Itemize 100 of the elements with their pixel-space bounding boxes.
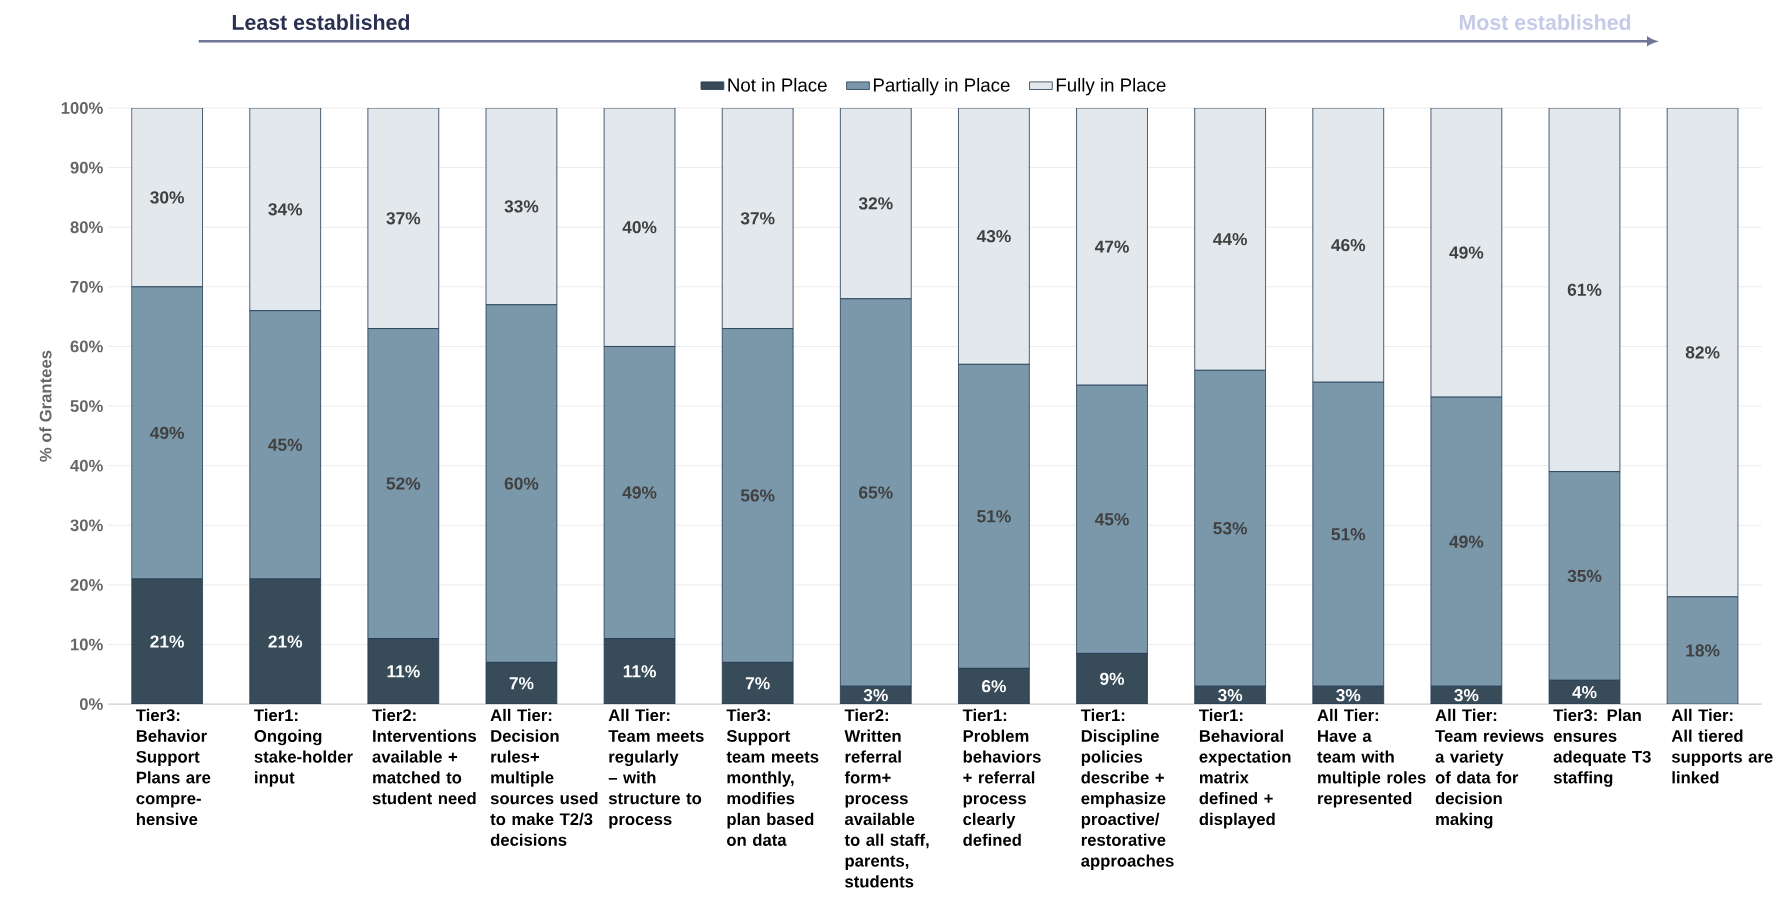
x-tick-label: All Tier: Team reviews a variety of data for decision making	[1435, 708, 1544, 829]
bar	[1194, 107, 1266, 371]
x-tick-label: Tier1: Behavioral expectation matrix defined + displayed	[1199, 708, 1291, 829]
y-axis-title: % of Grantees	[39, 350, 52, 462]
bar	[839, 298, 912, 687]
bar	[1666, 107, 1739, 597]
bar	[1430, 396, 1503, 687]
bar	[1666, 596, 1739, 704]
data-label: 37%	[386, 211, 421, 225]
data-label: 49%	[1449, 246, 1484, 259]
data-label: 3%	[1218, 688, 1243, 702]
data-label: 35%	[1567, 569, 1602, 582]
x-tick-label: Tier1: Problem behaviors + referral process clearly defined	[962, 708, 1041, 846]
bar	[1076, 107, 1148, 386]
data-label: 3%	[1454, 688, 1479, 702]
x-tick-label: Tier1: Discipline policies describe + emphasize proactive/ restorative approaches	[1080, 708, 1174, 870]
bar	[1548, 107, 1621, 472]
data-label: 11%	[387, 664, 420, 678]
bar	[1312, 107, 1385, 383]
data-label: 45%	[268, 438, 303, 451]
bar	[249, 107, 322, 311]
x-tick-label: All Tier: All tiered supports are linked	[1671, 708, 1773, 784]
data-label: 7%	[509, 676, 534, 690]
bar	[839, 107, 912, 299]
bar	[958, 107, 1030, 365]
y-tick-label: 50%	[70, 399, 103, 412]
bar	[958, 363, 1030, 669]
data-label: 49%	[1449, 535, 1484, 548]
data-label: 43%	[976, 229, 1011, 243]
legend-label: Partially in Place	[873, 77, 1010, 96]
legend-label: Fully in Place	[1056, 77, 1166, 96]
data-label: 51%	[977, 509, 1011, 523]
x-tick-label: Tier2: Interventions available + matched to student need	[372, 708, 477, 805]
y-tick-label: 80%	[70, 221, 103, 233]
x-tick-label: Tier3: Behavior Support Plans are compre-hensive	[135, 708, 211, 825]
legend-label: Not in Place	[728, 77, 827, 92]
data-label: 33%	[504, 199, 539, 213]
x-tick-label: All Tier: Team meets regularly – with structure to process	[608, 708, 704, 829]
data-label: 61%	[1567, 283, 1602, 296]
data-label: 56%	[740, 489, 775, 502]
data-label: 9%	[1100, 672, 1125, 685]
text: Most established	[1459, 14, 1631, 30]
data-label: 45%	[1094, 512, 1129, 526]
bar	[1548, 471, 1621, 681]
y-tick-label: 100%	[61, 101, 103, 114]
data-label: 21%	[150, 635, 184, 648]
category-label: Tier2: Written referral form+ process available to all staff, parents, students	[844, 708, 929, 888]
data-label: 21%	[268, 635, 303, 648]
y-tick-label: 70%	[70, 280, 103, 293]
y-tick-label: 30%	[70, 519, 103, 531]
data-label: 82%	[1685, 346, 1720, 359]
data-label: 52%	[386, 477, 421, 490]
data-label: 4%	[1572, 685, 1597, 699]
data-label: 6%	[982, 679, 1006, 693]
data-label: 60%	[504, 477, 539, 490]
bar	[1430, 107, 1503, 398]
data-label: 46%	[1331, 238, 1366, 252]
bar	[1194, 369, 1266, 687]
data-label: 49%	[150, 426, 184, 439]
y-tick-label: 40%	[70, 459, 103, 472]
data-label: 34%	[268, 202, 303, 216]
x-tick-label: Tier1: Ongoing stake-holder input	[254, 708, 353, 787]
data-label: 49%	[622, 486, 657, 499]
data-label: 53%	[1213, 521, 1248, 535]
x-tick-label: All Tier: Have a team with multiple roles represented	[1317, 708, 1426, 808]
bar	[485, 107, 558, 305]
data-label: 65%	[859, 486, 893, 499]
y-tick-label: 90%	[70, 161, 103, 174]
bar	[1312, 381, 1385, 687]
data-label: 3%	[863, 688, 888, 702]
data-label: 51%	[1331, 527, 1366, 541]
y-tick-label: 60%	[70, 340, 103, 353]
bar	[721, 107, 794, 329]
data-label: 44%	[1213, 232, 1248, 245]
text: Least established	[232, 14, 410, 30]
bar	[1076, 384, 1148, 654]
x-tick-label: All Tier: Decision rules+ multiple sources used to make T2/3 decisions	[490, 708, 598, 846]
data-label: 3%	[1336, 688, 1361, 702]
x-tick-label: Tier3: Plan ensures adequate T3 staffing	[1553, 708, 1651, 787]
bar	[721, 327, 794, 663]
bar	[131, 107, 203, 288]
y-tick-label: 10%	[71, 638, 103, 651]
bar	[367, 107, 440, 329]
y-tick-label: 20%	[70, 578, 103, 591]
x-tick-label: Tier3: Support team meets monthly, modifies plan based on data	[726, 708, 819, 846]
bar	[131, 286, 203, 580]
data-label: 37%	[740, 211, 775, 225]
bar	[603, 107, 676, 347]
data-label: 47%	[1094, 240, 1129, 253]
bar	[249, 310, 322, 580]
bar	[603, 345, 676, 639]
data-label: 7%	[745, 676, 770, 690]
data-label: 18%	[1686, 644, 1720, 657]
data-label: 40%	[622, 220, 657, 234]
data-label: 11%	[623, 664, 656, 678]
y-tick-label: 0%	[79, 697, 103, 710]
bar	[367, 327, 440, 639]
bar	[485, 304, 558, 663]
data-label: 32%	[858, 196, 893, 210]
data-label: 30%	[150, 191, 184, 204]
